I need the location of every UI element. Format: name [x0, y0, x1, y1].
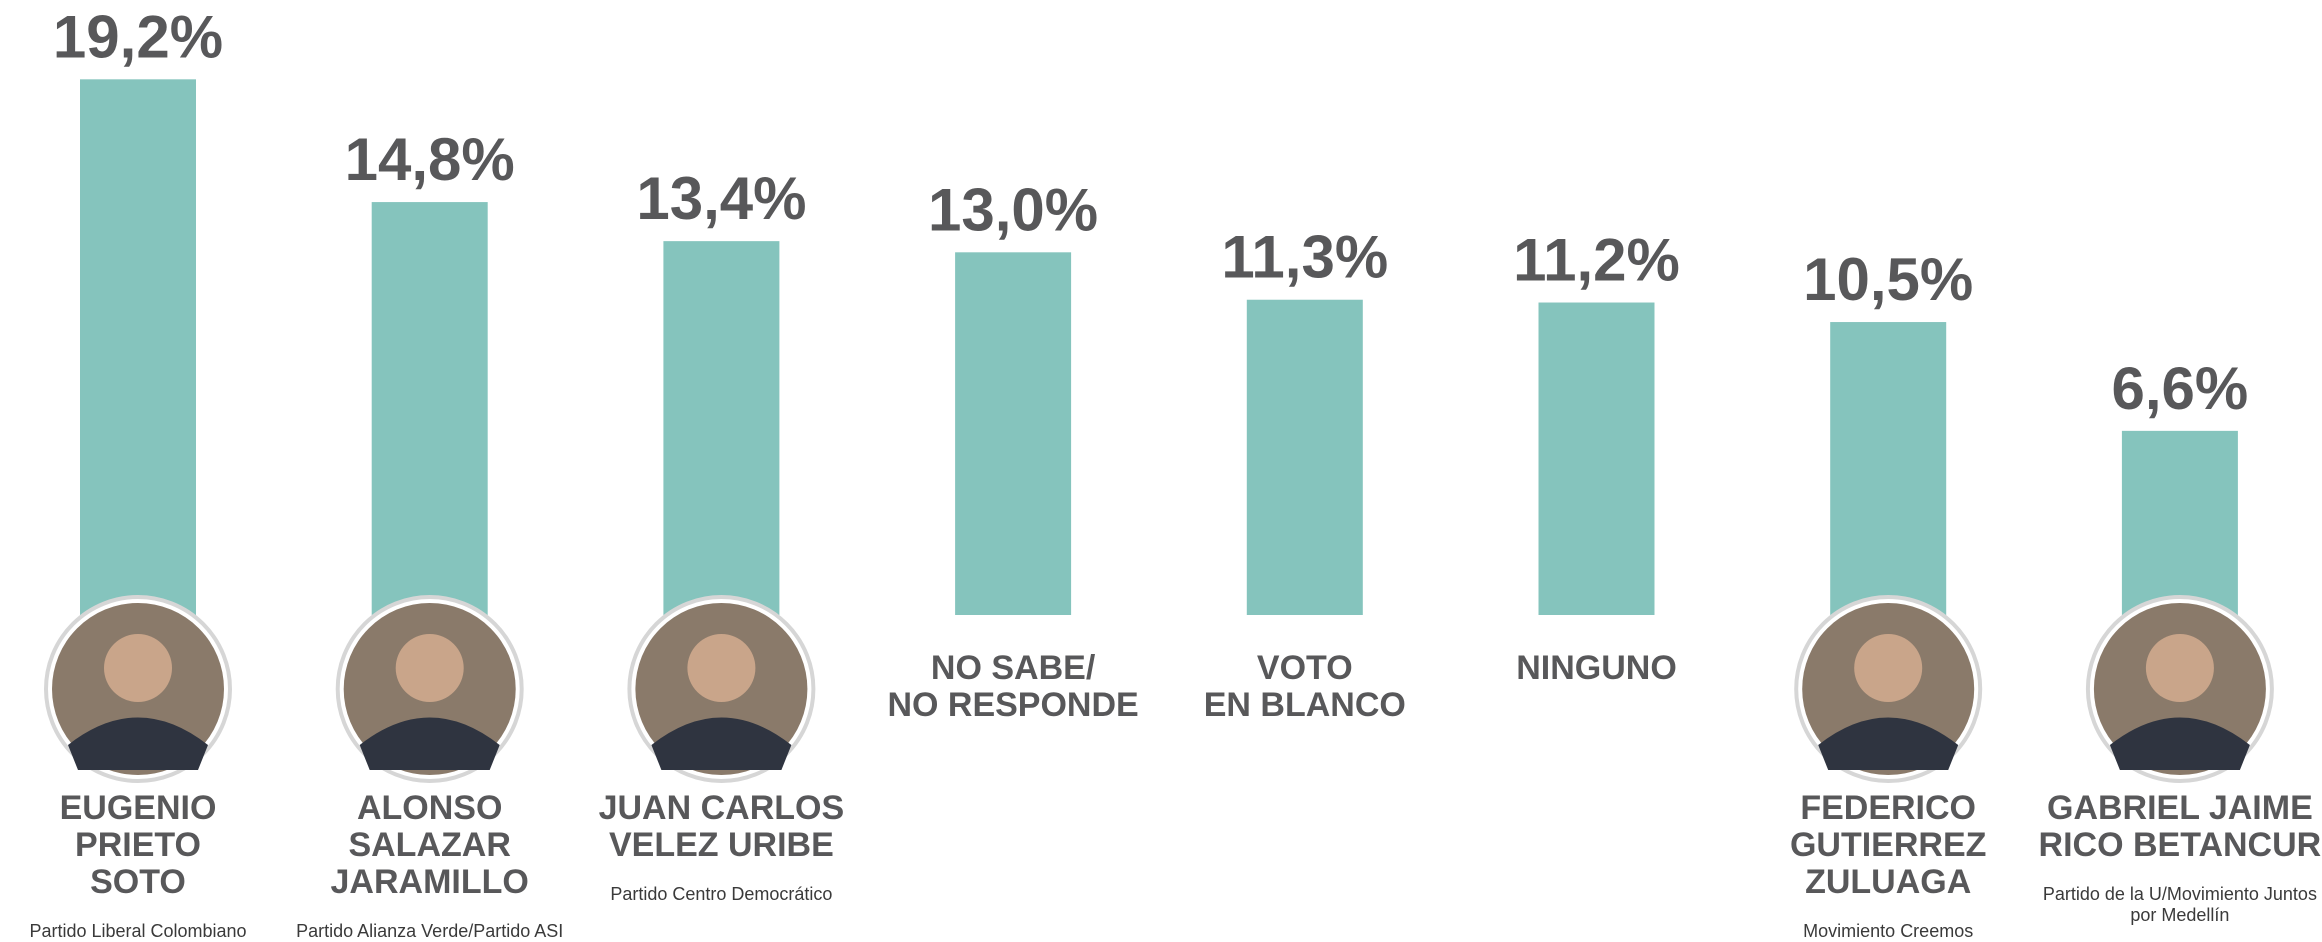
category-label: GABRIEL JAIME RICO BETANCUR Partido de la…	[2035, 790, 2322, 926]
category-label: EUGENIO PRIETO SOTO Partido Liberal Colom…	[0, 790, 283, 942]
bar	[663, 241, 779, 615]
photo-head	[687, 634, 755, 702]
value-label: 11,2%	[1513, 227, 1680, 294]
candidate-name: FEDERICO GUTIERREZ ZULUAGA	[1790, 790, 1986, 901]
category-label: VOTO EN BLANCO	[1160, 650, 1450, 724]
candidate-name: VOTO EN BLANCO	[1204, 650, 1406, 724]
candidate-name: NINGUNO	[1516, 650, 1677, 687]
value-label: 10,5%	[1803, 246, 1973, 313]
value-label: 11,3%	[1221, 224, 1388, 291]
party-name: Partido Alianza Verde/Partido ASI	[296, 921, 563, 942]
photo-head	[2146, 634, 2214, 702]
value-label: 6,6%	[2112, 355, 2249, 422]
value-label: 19,2%	[53, 3, 223, 70]
category-label: NINGUNO	[1452, 650, 1742, 687]
candidate-name: NO SABE/ NO RESPONDE	[887, 650, 1138, 724]
page: {"chart_data": {"type": "bar", "categori…	[0, 0, 2322, 929]
photo-head	[1854, 634, 1922, 702]
candidate-name: GABRIEL JAIME RICO BETANCUR	[2039, 790, 2322, 864]
bar	[1247, 300, 1363, 615]
bar	[2122, 431, 2238, 615]
category-label: JUAN CARLOS VELEZ URIBE Partido Centro De…	[576, 790, 866, 905]
value-label: 13,0%	[928, 176, 1098, 243]
bar	[80, 79, 196, 615]
party-name: Movimiento Creemos	[1803, 921, 1973, 942]
category-label: ALONSO SALAZAR JARAMILLO Partido Alianza …	[285, 790, 575, 942]
bar	[1830, 322, 1946, 615]
photo-head	[104, 634, 172, 702]
party-name: Partido Centro Democrático	[610, 884, 832, 905]
bar	[1539, 303, 1655, 615]
candidate-name: ALONSO SALAZAR JARAMILLO	[331, 790, 529, 901]
candidate-name: EUGENIO PRIETO SOTO	[60, 790, 217, 901]
bar	[955, 252, 1071, 615]
candidate-name: JUAN CARLOS VELEZ URIBE	[599, 790, 845, 864]
party-name: Partido Liberal Colombiano	[29, 921, 246, 942]
value-label: 14,8%	[345, 126, 515, 193]
photo-head	[396, 634, 464, 702]
value-label: 13,4%	[636, 165, 806, 232]
bar	[372, 202, 488, 615]
category-label: FEDERICO GUTIERREZ ZULUAGA Movimiento Cre…	[1743, 790, 2033, 942]
category-label: NO SABE/ NO RESPONDE	[868, 650, 1158, 724]
party-name: Partido de la U/Movimiento Juntos por Me…	[2043, 884, 2317, 926]
